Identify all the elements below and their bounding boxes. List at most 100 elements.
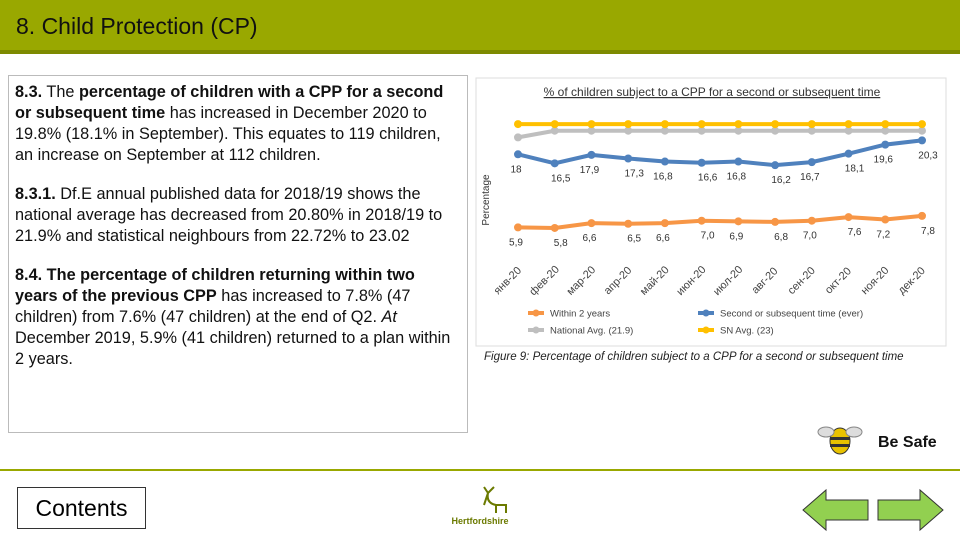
legend-label: National Avg. (21.9) <box>550 326 633 337</box>
data-point <box>660 120 669 129</box>
data-point <box>550 120 559 129</box>
x-tick-label: фев-20 <box>527 264 562 299</box>
text-run: 8.3. <box>15 83 43 101</box>
data-label: 18 <box>510 164 522 175</box>
data-label: 7,0 <box>803 231 817 242</box>
data-point <box>881 120 890 129</box>
logo-icon <box>483 486 507 513</box>
x-tick-label: июл-20 <box>711 264 745 298</box>
x-tick-label: сен-20 <box>786 265 818 297</box>
data-point <box>771 161 780 170</box>
data-label: 7,0 <box>701 231 715 242</box>
data-point <box>624 120 633 129</box>
legend-marker <box>702 326 710 334</box>
paragraph: 8.3.1. Df.E annual published data for 20… <box>15 184 461 247</box>
data-label: 17,9 <box>580 165 600 176</box>
data-point <box>881 126 890 135</box>
data-point <box>734 120 743 129</box>
data-point <box>514 223 522 232</box>
data-point <box>514 150 522 159</box>
nav-forward[interactable] <box>877 488 944 532</box>
text-run: 8.4. The percentage of children returnin… <box>15 266 336 284</box>
data-label: 16,8 <box>653 172 673 183</box>
paragraph: 8.4. The percentage of children returnin… <box>15 265 461 370</box>
data-point <box>844 120 853 129</box>
data-point <box>807 158 816 167</box>
legend-label: SN Avg. (23) <box>720 326 774 337</box>
x-tick-label: апр-20 <box>602 265 635 298</box>
data-point <box>587 219 596 228</box>
data-point <box>587 150 596 159</box>
text-run: At <box>381 308 397 326</box>
nav-back[interactable] <box>802 488 869 532</box>
text-run: 8.3.1. <box>15 185 56 203</box>
x-tick-label: май-20 <box>638 264 672 298</box>
data-point <box>734 126 743 135</box>
text-run: within two years of the previous CPP <box>15 266 415 305</box>
data-label: 20,3 <box>918 150 938 161</box>
data-label: 16,6 <box>698 173 718 184</box>
data-point <box>881 140 890 149</box>
data-point <box>844 213 853 222</box>
data-label: 7,2 <box>876 230 890 241</box>
data-label: 6,9 <box>729 231 743 242</box>
logo-label: Hertfordshire <box>451 516 508 526</box>
legend-marker <box>702 309 710 317</box>
data-point <box>844 126 853 135</box>
series-line <box>517 213 923 230</box>
legend-marker <box>532 309 540 317</box>
legend-label: Within 2 years <box>550 309 610 320</box>
data-point <box>697 216 706 225</box>
chart-frame <box>475 77 947 347</box>
y-axis-label: Percentage <box>481 174 492 226</box>
data-point <box>660 157 669 166</box>
data-point <box>660 126 669 135</box>
data-point <box>807 120 816 129</box>
data-point <box>918 120 926 129</box>
data-label: 16,2 <box>771 175 791 186</box>
data-point <box>514 120 522 129</box>
x-tick-label: янв-20 <box>492 265 524 297</box>
data-label: 16,7 <box>800 172 820 183</box>
data-point <box>550 159 559 168</box>
data-point <box>624 154 633 163</box>
x-tick-label: авг-20 <box>749 265 780 296</box>
contents-button[interactable]: Contents <box>17 487 146 529</box>
data-point <box>697 126 706 135</box>
data-label: 7,8 <box>921 226 935 237</box>
x-tick-label: июн-20 <box>674 264 708 298</box>
text-run: December 2019, 5.9% (41 children) return… <box>15 329 451 368</box>
data-label: 16,5 <box>551 173 571 184</box>
header: 8. Child Protection (CP) <box>0 0 960 54</box>
data-label: 6,5 <box>627 234 641 245</box>
chart-title: % of children subject to a CPP for a sec… <box>544 85 881 99</box>
data-point <box>624 219 633 228</box>
data-point <box>918 126 926 135</box>
data-point <box>514 133 522 142</box>
data-point <box>550 126 559 135</box>
x-tick-label: дек-20 <box>896 265 928 297</box>
data-label: 6,8 <box>774 232 788 243</box>
caption: Figure 9: Percentage of children subject… <box>484 351 904 363</box>
data-label: 5,8 <box>554 238 568 249</box>
data-label: 6,6 <box>583 233 597 244</box>
text-box: 8.3. The percentage of children with a C… <box>8 75 468 433</box>
text-run: The <box>42 83 79 101</box>
data-point <box>881 215 890 224</box>
badge-label: Be Safe <box>878 434 937 451</box>
x-tick-label: мар-20 <box>564 264 598 298</box>
data-point <box>771 120 780 129</box>
text-run: percentage of children with a CPP for a … <box>15 83 444 122</box>
data-label: 5,9 <box>509 237 523 248</box>
data-label: 19,6 <box>874 155 894 166</box>
data-label: 17,3 <box>624 169 644 180</box>
data-point <box>771 217 780 226</box>
data-point <box>624 126 633 135</box>
series-line <box>517 128 922 140</box>
data-point <box>807 216 816 225</box>
data-point <box>918 136 926 145</box>
data-point <box>734 157 743 166</box>
data-label: 7,6 <box>848 227 862 238</box>
